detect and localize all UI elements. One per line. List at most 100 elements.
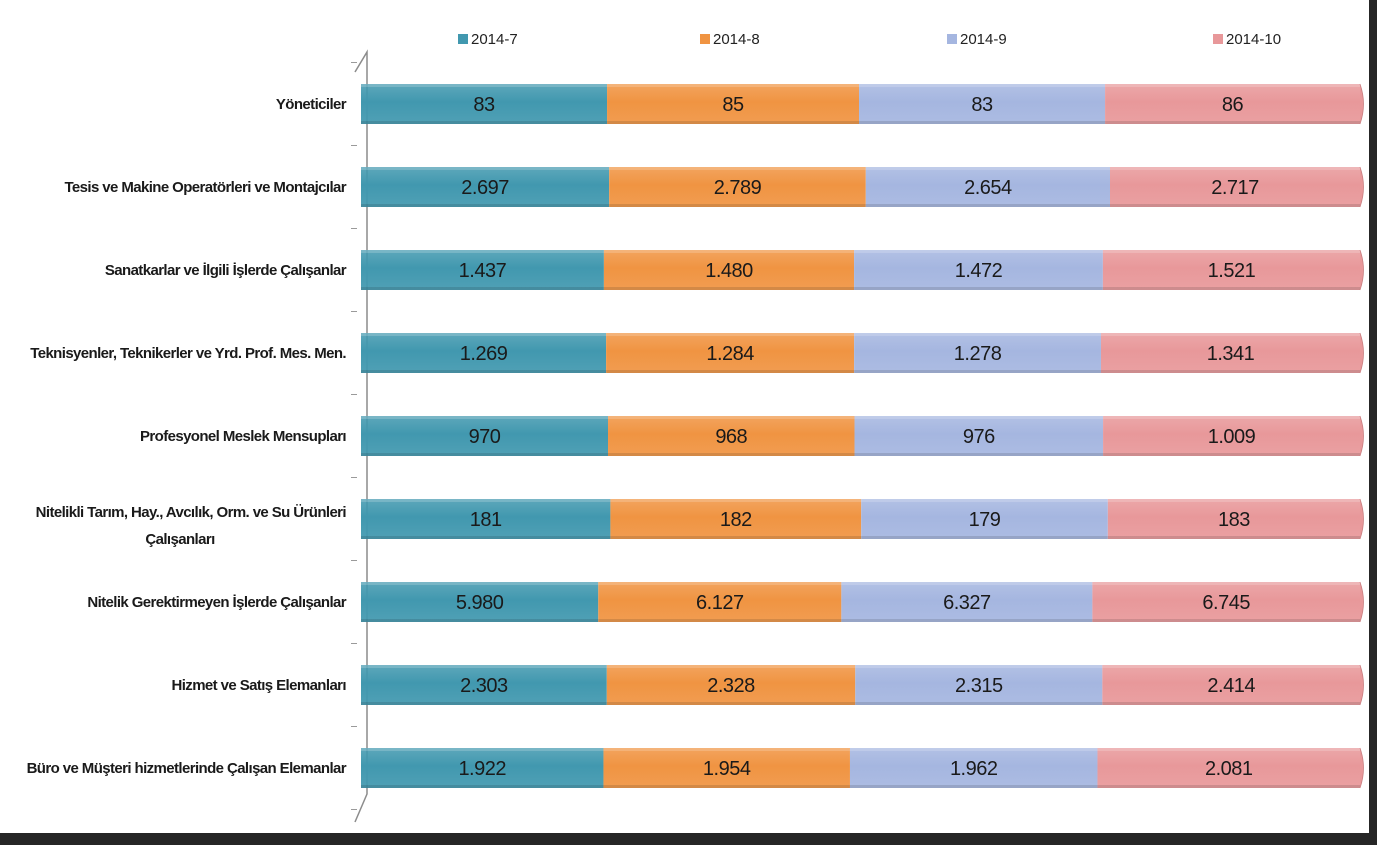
bar-segment-2014-10 <box>1105 84 1360 124</box>
category-label-line: Teknisyenler, Teknikerler ve Yrd. Prof. … <box>30 345 346 362</box>
bar-highlight <box>849 748 1098 751</box>
bar-segment-2014-8 <box>603 250 855 290</box>
bar-highlight <box>861 499 1108 502</box>
bar-segment-2014-9 <box>854 250 1103 290</box>
data-label: 968 <box>715 426 747 448</box>
data-label: 1.954 <box>703 758 751 780</box>
bar-shadow <box>606 702 856 705</box>
bar-shadow <box>609 204 866 207</box>
bar-shadow <box>361 453 609 456</box>
data-label: 2.717 <box>1211 177 1259 199</box>
bar-segment-2014-8 <box>606 333 855 373</box>
data-label: 1.284 <box>706 343 754 365</box>
data-label: 179 <box>969 509 1001 531</box>
bar-highlight <box>1105 84 1360 87</box>
bar-shadow <box>1107 536 1360 539</box>
bar-segment-2014-7 <box>361 167 610 207</box>
data-label: 1.341 <box>1207 343 1255 365</box>
data-label: 2.081 <box>1205 758 1253 780</box>
category-label-line: Çalışanları <box>145 531 215 548</box>
bar-shadow <box>859 121 1106 124</box>
bar-shadow <box>1102 287 1360 290</box>
legend-label-2014-8: 2014-8 <box>713 31 760 48</box>
bar-row: 83 85 83 86 <box>361 83 1364 125</box>
bar-segment-2014-7 <box>361 499 611 539</box>
bar-shadow <box>361 121 608 124</box>
legend-swatch-2014-7 <box>458 34 468 44</box>
bar-highlight <box>361 333 607 336</box>
data-label: 2.789 <box>714 177 762 199</box>
bar-shadow <box>1092 619 1360 622</box>
data-label: 86 <box>1222 94 1244 116</box>
data-label: 2.654 <box>964 177 1012 199</box>
bar-highlight <box>1103 416 1360 419</box>
bar-row: 181 182 179 183 <box>361 498 1364 540</box>
category-label: Profesyonel Meslek Mensupları <box>140 428 346 445</box>
data-label: 6.327 <box>943 592 991 614</box>
bar-shadow <box>603 287 855 290</box>
data-label: 1.009 <box>1208 426 1256 448</box>
legend-swatch-2014-8 <box>700 34 710 44</box>
bar-shadow <box>854 453 1104 456</box>
category-label-line: Büro ve Müşteri hizmetlerinde Çalışan El… <box>27 760 347 777</box>
bar-highlight <box>361 499 611 502</box>
plot-area: 83 85 83 86 2.697 2.789 2.654 2.717 1.437 1.480 1.… <box>361 83 1364 789</box>
bar-highlight <box>854 416 1104 419</box>
bar-highlight <box>608 416 855 419</box>
bar-highlight <box>606 333 855 336</box>
bar-segment-2014-8 <box>606 665 856 705</box>
bar-end-cap <box>1359 83 1364 125</box>
bar-shadow <box>841 619 1093 622</box>
bar-segment-2014-7 <box>361 84 608 124</box>
bar-row: 1.437 1.480 1.472 1.521 <box>361 249 1364 291</box>
data-label: 1.278 <box>954 343 1002 365</box>
category-label: Sanatkarlar ve İlgili İşlerde Çalışanlar <box>105 262 347 279</box>
bar-highlight <box>361 84 608 87</box>
category-labels: Yöneticiler Tesis ve Makine Operatörleri … <box>27 96 348 777</box>
category-label-line: Yöneticiler <box>276 96 347 113</box>
bar-highlight <box>1102 665 1360 668</box>
bar-end-cap <box>1359 332 1364 374</box>
data-label: 976 <box>963 426 995 448</box>
bar-highlight <box>361 582 599 585</box>
bar-highlight <box>1100 333 1360 336</box>
category-label-line: Nitelikli Tarım, Hay., Avcılık, Orm. ve … <box>36 504 347 521</box>
bar-highlight <box>1097 748 1360 751</box>
data-label: 1.437 <box>459 260 507 282</box>
legend-swatch-2014-10 <box>1213 34 1223 44</box>
legend: 2014-7 2014-8 2014-9 2014-10 <box>458 31 1281 48</box>
bar-highlight <box>361 250 604 253</box>
bar-segment-2014-7 <box>361 665 607 705</box>
data-label: 1.521 <box>1208 260 1256 282</box>
data-label: 181 <box>470 509 502 531</box>
bar-shadow <box>854 287 1103 290</box>
data-label: 1.480 <box>705 260 753 282</box>
bar-highlight <box>854 250 1103 253</box>
bar-segment-2014-9 <box>865 167 1110 207</box>
bar-highlight <box>606 665 856 668</box>
bar-shadow <box>610 536 862 539</box>
bar-segment-2014-9 <box>854 333 1101 373</box>
bar-segment-2014-7 <box>361 582 599 622</box>
bar-row: 970 968 976 1.009 <box>361 415 1364 457</box>
bar-segment-2014-9 <box>841 582 1093 622</box>
category-label-line: Tesis ve Makine Operatörleri ve Montajcı… <box>64 179 346 196</box>
bar-segment-2014-9 <box>859 84 1106 124</box>
category-label: Nitelik Gerektirmeyen İşlerde Çalışanlar <box>87 594 346 611</box>
data-label: 2.697 <box>461 177 509 199</box>
bar-shadow <box>854 370 1101 373</box>
data-label: 183 <box>1218 509 1250 531</box>
bar-shadow <box>361 204 610 207</box>
legend-label-2014-10: 2014-10 <box>1226 31 1281 48</box>
bar-segment-2014-8 <box>609 167 866 207</box>
bar-end-cap <box>1359 415 1364 457</box>
category-label: Teknisyenler, Teknikerler ve Yrd. Prof. … <box>30 345 346 362</box>
bar-highlight <box>855 665 1103 668</box>
bar-segment-2014-10 <box>1100 333 1360 373</box>
bar-segment-2014-10 <box>1102 250 1360 290</box>
bar-segment-2014-7 <box>361 333 607 373</box>
bar-segment-2014-10 <box>1092 582 1360 622</box>
data-label: 970 <box>469 426 501 448</box>
bar-highlight <box>598 582 842 585</box>
